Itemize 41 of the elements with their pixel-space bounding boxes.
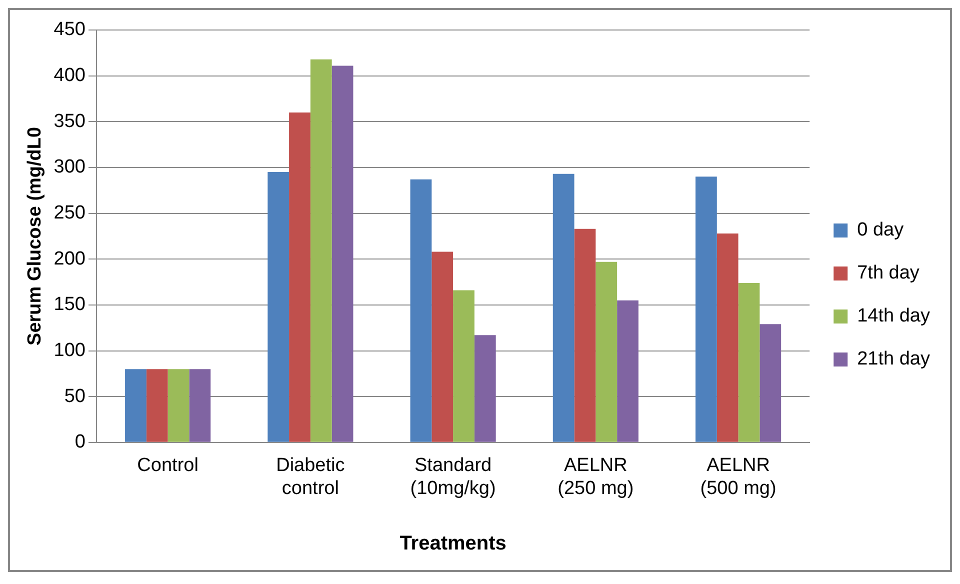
x-axis-title: Treatments — [400, 532, 506, 555]
bar — [696, 176, 717, 442]
bar — [716, 233, 738, 442]
bar — [310, 59, 332, 442]
bar — [410, 179, 432, 442]
x-tick-label: Standard (10mg/kg) — [410, 455, 496, 499]
y-tick-label: 100 — [54, 340, 86, 361]
x-tick-label: Diabetic control — [276, 455, 345, 499]
y-tick-label: 250 — [54, 202, 86, 224]
y-tick-label: 50 — [64, 386, 86, 407]
bar — [125, 369, 146, 442]
bar — [474, 335, 496, 442]
bar — [760, 324, 782, 442]
y-tick-label: 450 — [54, 19, 86, 40]
bar — [289, 112, 310, 442]
y-tick-label: 0 — [74, 432, 86, 453]
y-tick-label: 300 — [54, 156, 86, 178]
bar — [268, 172, 290, 442]
x-tick-label: Control — [137, 455, 198, 476]
y-axis-title: Serum Glucose (mg/dL0 — [24, 126, 46, 346]
bar — [596, 262, 618, 442]
bar — [617, 300, 638, 442]
x-tick-label: AELNR (500 mg) — [700, 455, 776, 499]
bar — [146, 369, 168, 442]
bar — [574, 228, 596, 442]
bar — [738, 282, 760, 442]
bar — [432, 252, 454, 442]
bar — [332, 66, 354, 442]
legend-label: 0 day — [857, 220, 904, 241]
y-tick-label: 400 — [54, 65, 86, 86]
legend-label: 7th day — [857, 262, 920, 284]
bar — [552, 174, 574, 442]
y-tick-label: 150 — [54, 294, 86, 316]
bar — [168, 369, 190, 442]
legend-label: 21th day — [857, 348, 930, 370]
x-tick-label: AELNR (250 mg) — [558, 455, 634, 499]
y-tick-label: 350 — [54, 110, 86, 132]
bar — [189, 369, 211, 442]
y-tick-label: 200 — [54, 248, 86, 270]
bar — [453, 290, 474, 442]
legend-label: 14th day — [857, 306, 930, 327]
